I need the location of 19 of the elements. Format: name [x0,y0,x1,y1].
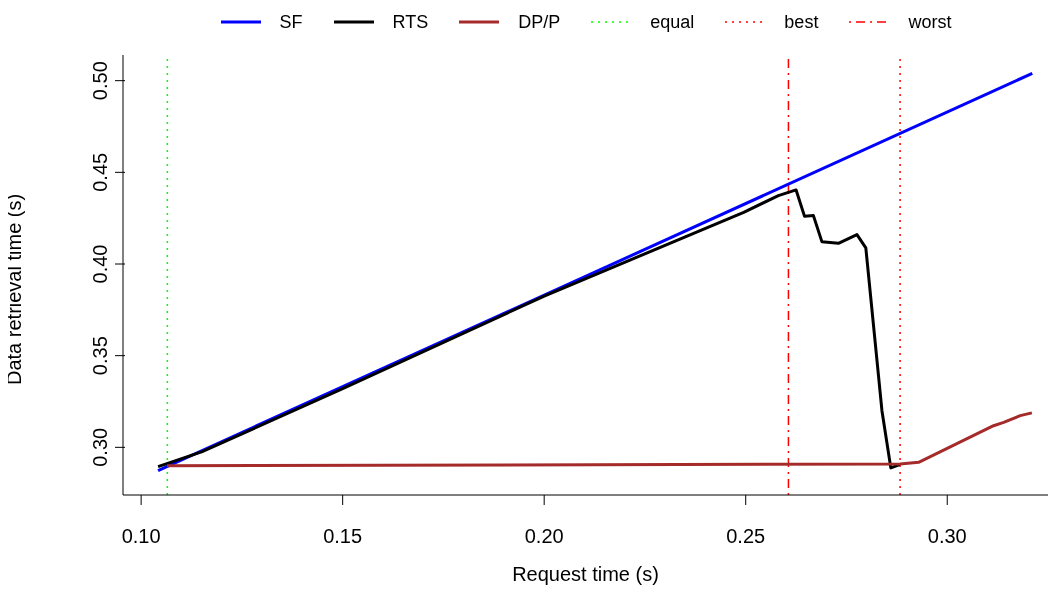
legend-label: worst [908,11,952,33]
x-tick-label: 0.10 [121,525,161,547]
x-axis-title: Request time (s) [512,563,659,585]
legend-label: DP/P [518,11,561,33]
legend-label: RTS [392,11,429,33]
y-tick-label: 0.40 [89,244,111,284]
legend-label: SF [279,11,303,33]
y-tick-label: 0.45 [89,152,111,192]
x-tick-label: 0.20 [524,525,564,547]
line-series [156,188,902,470]
legend-label: best [784,11,819,33]
y-tick-label: 0.50 [89,61,111,101]
y-tick-label: 0.30 [89,427,111,467]
y-tick-label: 0.35 [89,336,111,376]
line-series [165,411,1034,468]
legend-label: equal [650,11,695,33]
x-tick-label: 0.15 [323,525,363,547]
x-tick-label: 0.25 [726,525,766,547]
x-tick-label: 0.30 [927,525,967,547]
